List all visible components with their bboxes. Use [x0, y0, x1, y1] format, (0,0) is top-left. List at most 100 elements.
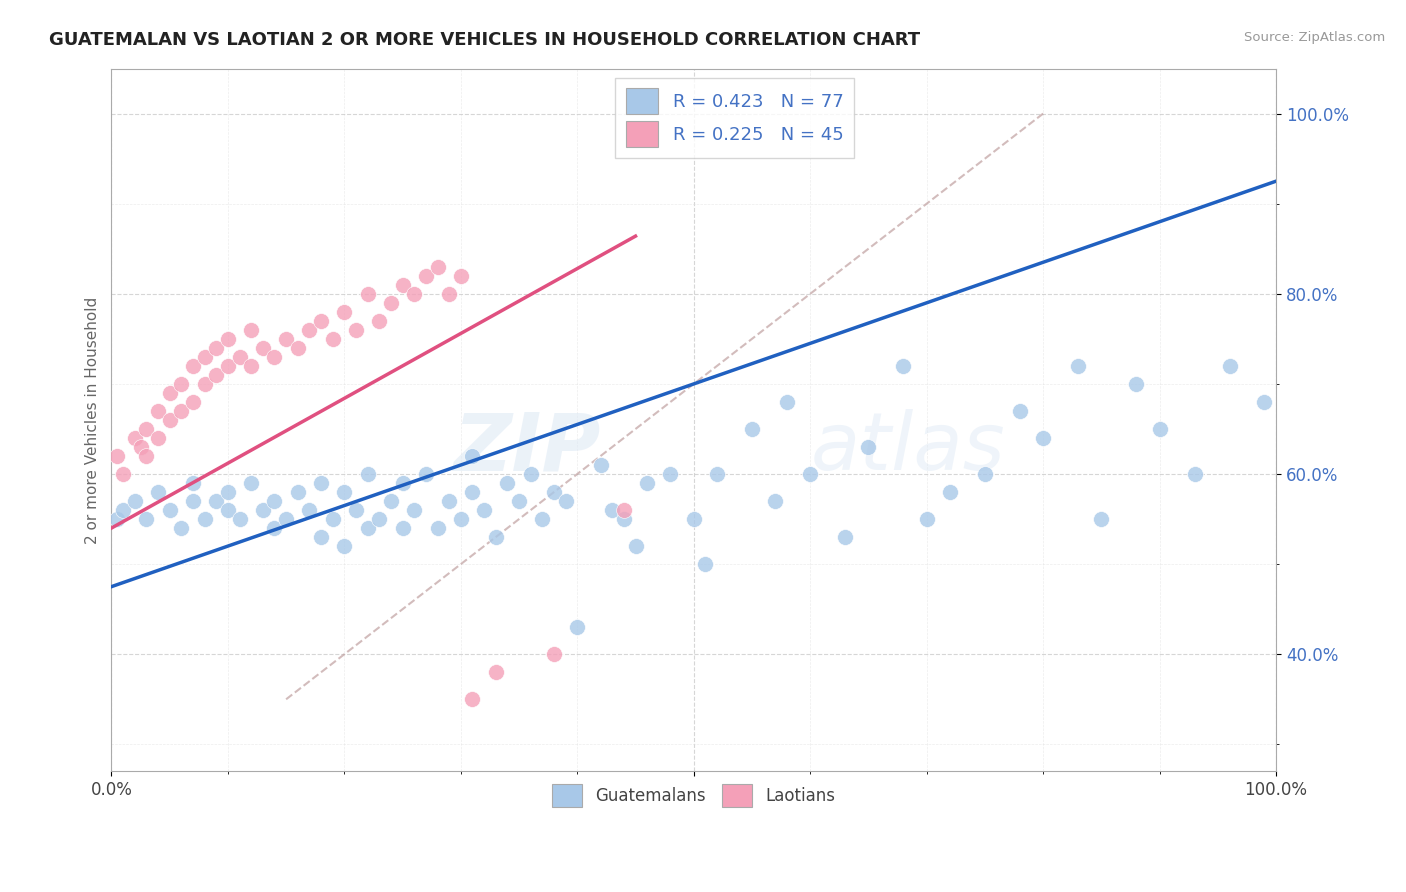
Point	[613, 503, 636, 517]
Point	[135, 422, 157, 436]
Point	[263, 494, 285, 508]
Point	[706, 467, 728, 481]
Point	[404, 286, 426, 301]
Point	[519, 467, 541, 481]
Point	[741, 422, 763, 436]
Point	[695, 557, 717, 571]
Point	[1008, 404, 1031, 418]
Text: ZIP: ZIP	[453, 409, 600, 487]
Point	[380, 295, 402, 310]
Point	[170, 376, 193, 391]
Point	[543, 485, 565, 500]
Point	[1067, 359, 1090, 373]
Point	[309, 476, 332, 491]
Point	[287, 485, 309, 500]
Point	[181, 359, 204, 373]
Point	[1184, 467, 1206, 481]
Point	[344, 323, 367, 337]
Point	[1218, 359, 1240, 373]
Point	[217, 359, 239, 373]
Point	[105, 449, 128, 463]
Point	[1125, 376, 1147, 391]
Point	[274, 512, 297, 526]
Point	[368, 314, 391, 328]
Point	[682, 512, 704, 526]
Point	[415, 268, 437, 283]
Point	[252, 341, 274, 355]
Point	[287, 341, 309, 355]
Point	[461, 449, 484, 463]
Point	[426, 260, 449, 274]
Point	[159, 503, 181, 517]
Point	[461, 692, 484, 706]
Point	[776, 395, 799, 409]
Point	[763, 494, 786, 508]
Point	[135, 449, 157, 463]
Point	[380, 494, 402, 508]
Point	[659, 467, 682, 481]
Point	[205, 368, 228, 382]
Point	[437, 286, 460, 301]
Point	[589, 458, 612, 472]
Point	[240, 476, 263, 491]
Point	[170, 404, 193, 418]
Point	[1149, 422, 1171, 436]
Point	[105, 512, 128, 526]
Point	[485, 530, 508, 544]
Point	[437, 494, 460, 508]
Point	[356, 286, 378, 301]
Point	[274, 332, 297, 346]
Point	[858, 440, 880, 454]
Point	[554, 494, 576, 508]
Text: GUATEMALAN VS LAOTIAN 2 OR MORE VEHICLES IN HOUSEHOLD CORRELATION CHART: GUATEMALAN VS LAOTIAN 2 OR MORE VEHICLES…	[49, 31, 921, 49]
Point	[834, 530, 856, 544]
Text: atlas: atlas	[810, 409, 1005, 487]
Point	[194, 376, 217, 391]
Point	[974, 467, 997, 481]
Point	[391, 476, 413, 491]
Point	[391, 277, 413, 292]
Point	[298, 503, 321, 517]
Point	[391, 521, 413, 535]
Point	[181, 494, 204, 508]
Point	[112, 503, 135, 517]
Point	[450, 512, 472, 526]
Point	[508, 494, 530, 508]
Point	[567, 620, 589, 634]
Point	[368, 512, 391, 526]
Point	[217, 503, 239, 517]
Point	[124, 431, 146, 445]
Point	[129, 440, 152, 454]
Point	[799, 467, 821, 481]
Point	[600, 503, 623, 517]
Point	[485, 665, 508, 680]
Point	[170, 521, 193, 535]
Point	[613, 512, 636, 526]
Point	[496, 476, 519, 491]
Point	[228, 512, 250, 526]
Point	[356, 467, 378, 481]
Point	[252, 503, 274, 517]
Point	[112, 467, 135, 481]
Point	[893, 359, 915, 373]
Point	[1253, 395, 1275, 409]
Point	[472, 503, 495, 517]
Point	[426, 521, 449, 535]
Point	[636, 476, 658, 491]
Point	[915, 512, 938, 526]
Point	[450, 268, 472, 283]
Point	[461, 485, 484, 500]
Point	[240, 323, 263, 337]
Point	[309, 314, 332, 328]
Point	[205, 494, 228, 508]
Point	[322, 512, 344, 526]
Y-axis label: 2 or more Vehicles in Household: 2 or more Vehicles in Household	[86, 296, 100, 543]
Point	[194, 350, 217, 364]
Point	[263, 521, 285, 535]
Point	[309, 530, 332, 544]
Point	[1090, 512, 1112, 526]
Point	[415, 467, 437, 481]
Point	[146, 485, 169, 500]
Point	[531, 512, 554, 526]
Point	[333, 485, 356, 500]
